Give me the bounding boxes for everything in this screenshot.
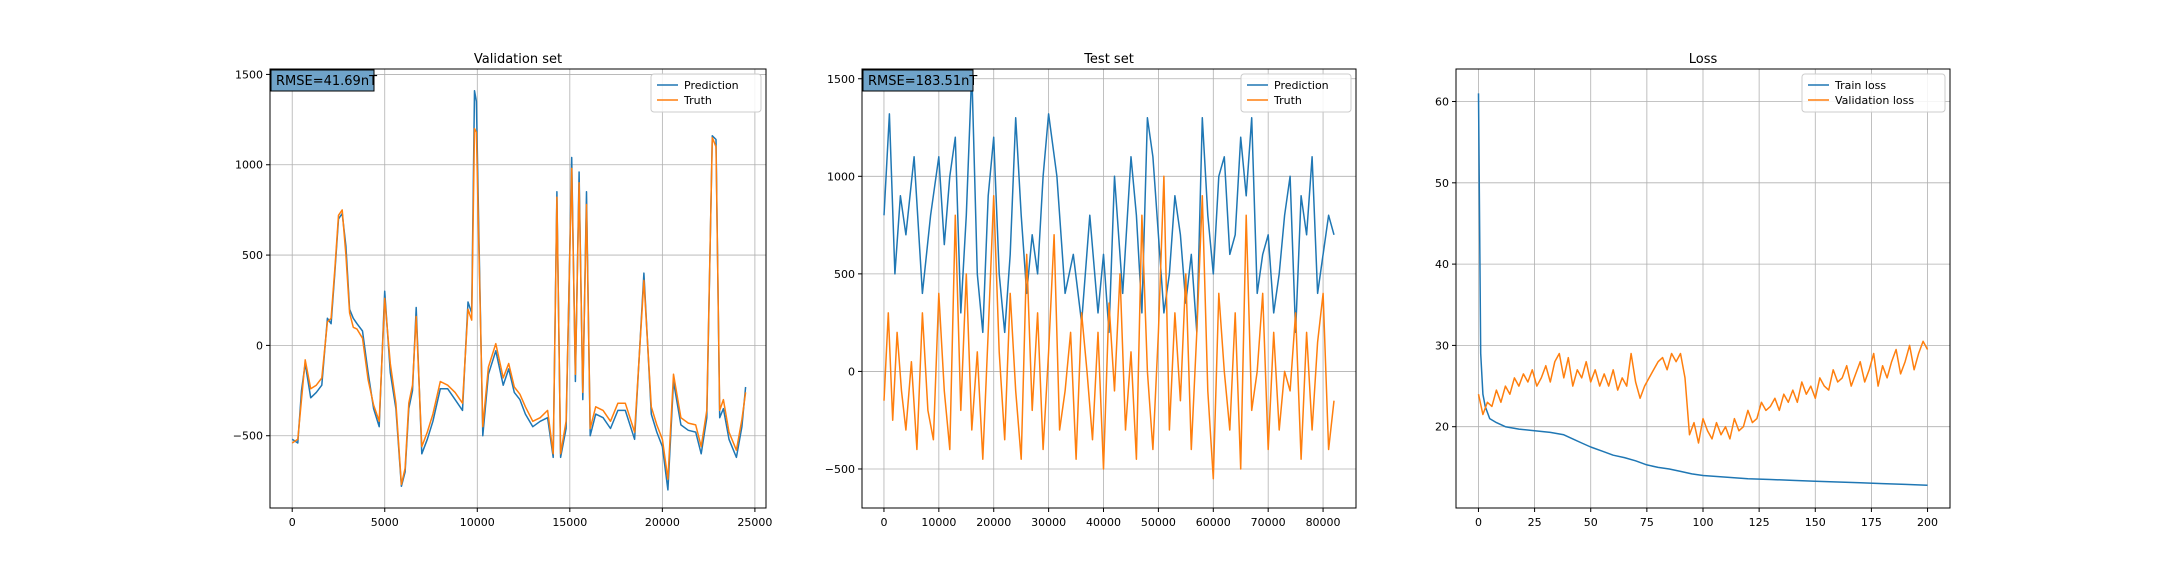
x-tick-label: 70000 bbox=[1251, 516, 1286, 529]
series-line-train-loss bbox=[1477, 93, 1928, 486]
rmse-box bbox=[862, 69, 974, 92]
series-line-truth bbox=[883, 175, 1335, 480]
legend-box bbox=[650, 73, 762, 113]
y-tick-label: 60 bbox=[1435, 96, 1449, 109]
axes-frame bbox=[861, 68, 1357, 509]
x-tick-label: 125 bbox=[1749, 516, 1770, 529]
series-line-validation-loss bbox=[1477, 340, 1929, 444]
x-tick-label: 25000 bbox=[737, 516, 772, 529]
x-tick-label: 50 bbox=[1584, 516, 1598, 529]
legend-label: Truth bbox=[1273, 94, 1302, 107]
legend: Prediction Truth bbox=[650, 73, 762, 113]
x-tick-label: 20000 bbox=[645, 516, 680, 529]
x-tick-label: 40000 bbox=[1086, 516, 1121, 529]
y-tick-label: 1000 bbox=[235, 159, 263, 172]
x-tick-label: 0 bbox=[880, 516, 887, 529]
y-tick-label: 500 bbox=[834, 268, 855, 281]
y-tick-label: 1500 bbox=[235, 68, 263, 81]
x-tick-label: 25 bbox=[1528, 516, 1542, 529]
x-tick-label: 75 bbox=[1640, 516, 1654, 529]
y-tick-label: 20 bbox=[1435, 421, 1449, 434]
y-tick-label: −500 bbox=[233, 430, 263, 443]
chart-panel-0: 0 5000 10000 15000 20000 25000 −500 0 500 1000 150… bbox=[233, 52, 773, 529]
x-tick-label: 175 bbox=[1861, 516, 1882, 529]
legend: Train loss Validation loss bbox=[1801, 73, 1946, 113]
y-tick-label: 500 bbox=[242, 249, 263, 262]
series-line-prediction bbox=[291, 89, 747, 491]
chart-title: Test set bbox=[1083, 52, 1134, 67]
legend-label: Prediction bbox=[684, 79, 739, 92]
chart-panel-1: 0 10000 20000 30000 40000 50000 60000 70000 8000… bbox=[825, 52, 1357, 529]
x-tick-label: 15000 bbox=[552, 516, 587, 529]
y-tick-label: 50 bbox=[1435, 177, 1449, 190]
x-tick-label: 30000 bbox=[1031, 516, 1066, 529]
chart-panel-2: 0 25 50 75 100 125 150 175 200 20 30 40 50 60 Loss Trai… bbox=[1435, 52, 1951, 529]
x-tick-label: 10000 bbox=[921, 516, 956, 529]
series-line-prediction bbox=[883, 70, 1335, 334]
rmse-box bbox=[270, 69, 375, 92]
y-tick-label: 1000 bbox=[827, 170, 855, 183]
y-tick-label: 0 bbox=[256, 339, 263, 352]
legend-label: Validation loss bbox=[1835, 94, 1914, 107]
y-tick-label: 1500 bbox=[827, 73, 855, 86]
legend-label: Truth bbox=[683, 94, 712, 107]
y-tick-label: 0 bbox=[848, 365, 855, 378]
legend-label: Prediction bbox=[1274, 79, 1329, 92]
series-line-truth bbox=[291, 127, 747, 486]
x-tick-label: 150 bbox=[1805, 516, 1826, 529]
y-tick-label: 40 bbox=[1435, 258, 1449, 271]
x-tick-label: 200 bbox=[1917, 516, 1938, 529]
chart-title: Validation set bbox=[474, 52, 562, 67]
legend-box bbox=[1801, 73, 1946, 113]
x-tick-label: 0 bbox=[1475, 516, 1482, 529]
legend-box bbox=[1240, 73, 1352, 113]
axes-frame bbox=[269, 68, 767, 509]
rmse-label: RMSE=183.51nT bbox=[868, 74, 977, 89]
x-tick-label: 60000 bbox=[1196, 516, 1231, 529]
x-tick-label: 10000 bbox=[460, 516, 495, 529]
x-tick-label: 80000 bbox=[1306, 516, 1341, 529]
y-tick-label: 30 bbox=[1435, 339, 1449, 352]
x-tick-label: 0 bbox=[289, 516, 296, 529]
x-tick-label: 5000 bbox=[371, 516, 399, 529]
legend-label: Train loss bbox=[1834, 79, 1886, 92]
y-tick-label: −500 bbox=[825, 463, 855, 476]
legend: Prediction Truth bbox=[1240, 73, 1352, 113]
x-tick-label: 20000 bbox=[976, 516, 1011, 529]
x-tick-label: 50000 bbox=[1141, 516, 1176, 529]
chart-title: Loss bbox=[1689, 52, 1718, 67]
rmse-label: RMSE=41.69nT bbox=[276, 74, 377, 89]
x-tick-label: 100 bbox=[1693, 516, 1714, 529]
